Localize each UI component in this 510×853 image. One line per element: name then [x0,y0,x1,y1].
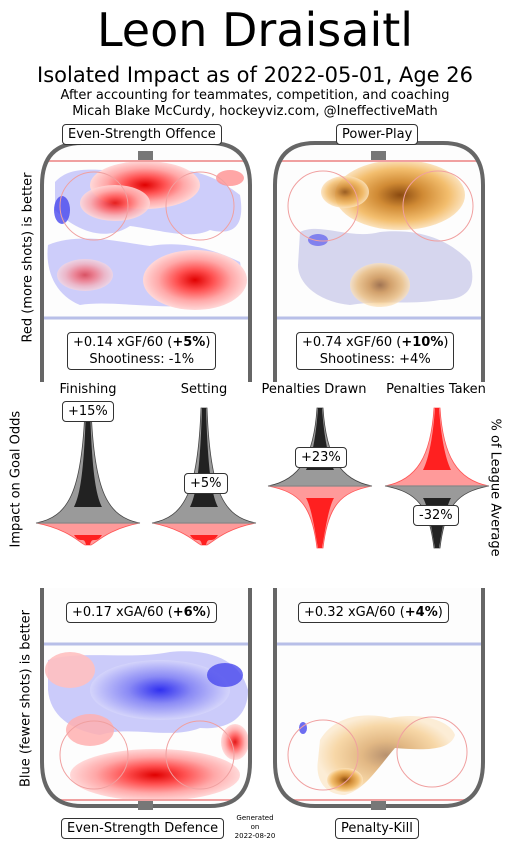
penalties-taken-label: Penalties Taken [386,382,486,397]
player-name: Leon Draisaitl [96,3,414,57]
violin-penalties-taken [384,407,490,549]
penalty-kill-pct: +4% [404,605,438,620]
power-play-shootiness: Shootiness: +4% [319,352,431,367]
defence-axis-label: Blue (fewer shots) is better [18,610,34,787]
credit-line: Micah Blake McCurdy, hockeyviz.com, @Ine… [72,104,438,119]
finishing-value-label: +15% [62,401,114,422]
generated-date: 2022-08-20 [234,832,276,840]
power-play-stat-box: +0.74 xGF/60 (+10%) Shootiness: +4% [296,332,455,370]
es-defence-heatmap [42,588,250,806]
subtitle: Isolated Impact as of 2022-05-01, Age 26 [37,63,473,87]
violin-penalties-drawn [267,407,373,549]
power-play-rate: +0.74 xGF/60 [302,335,393,350]
es-offence-rate: +0.14 xGF/60 [73,335,164,350]
setting-label: Setting [180,382,228,397]
es-offence-shootiness: Shootiness: -1% [89,352,195,367]
adjustment-note: After accounting for teammates, competit… [60,88,450,103]
penalty-kill-stat-box: +0.32 xGA/60 (+4%) [298,602,449,623]
es-offence-net-icon [138,151,153,160]
es-offence-heatmap [42,143,250,320]
power-play-title: Power-Play [336,124,419,145]
generated-word: Generated [236,814,274,822]
es-defence-title: Even-Strength Defence [61,818,225,839]
es-defence-pct: +6% [172,605,206,620]
generated-on: on [250,823,260,831]
offence-axis-label: Red (more shots) is better [20,172,36,343]
violin-plots [35,407,490,549]
middle-axis-label: Impact on Goal Odds [8,410,24,548]
power-play-pct: +10% [401,335,444,350]
es-defence-stat-box: +0.17 xGA/60 (+6%) [66,602,217,623]
penalty-kill-heatmap [275,588,483,806]
es-defence-net-icon [138,801,153,810]
penalties-taken-value-label: -32% [413,505,459,526]
es-offence-title: Even-Strength Offence [62,124,222,145]
power-play-heatmap [275,143,483,320]
penalties-drawn-label: Penalties Drawn [261,382,367,397]
power-play-net-icon [371,151,386,160]
penalties-drawn-value-label: +23% [295,447,347,468]
violin-finishing [35,407,141,546]
generated-note: Generated on 2022-08-20 [228,814,282,841]
finishing-label: Finishing [59,382,117,397]
right-axis-label: % of League Average [487,418,503,557]
penalty-kill-rate: +0.32 xGA/60 [304,605,396,620]
es-defence-rate: +0.17 xGA/60 [72,605,164,620]
penalty-kill-title: Penalty-Kill [335,818,419,839]
es-offence-stat-box: +0.14 xGF/60 (+5%) Shootiness: -1% [67,332,217,370]
penalty-kill-net-icon [371,801,386,810]
es-offence-pct: +5% [172,335,206,350]
setting-value-label: +5% [184,473,228,494]
